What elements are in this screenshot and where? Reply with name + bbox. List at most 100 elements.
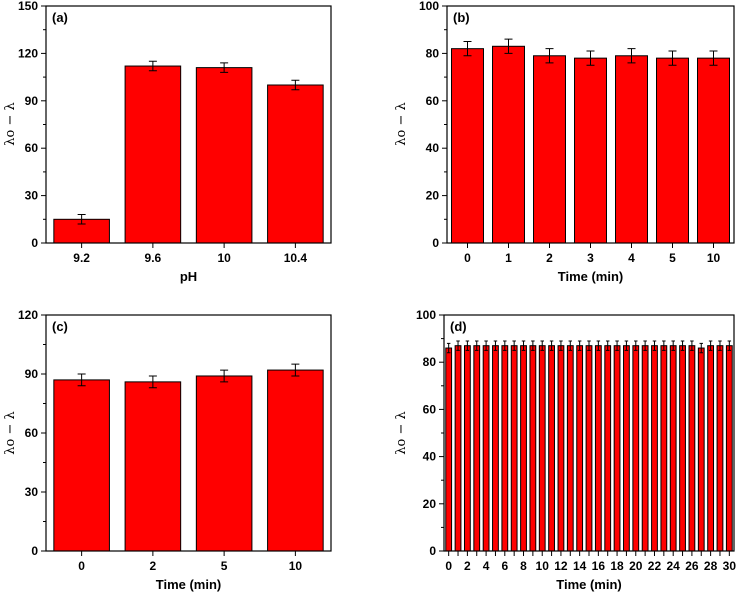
y-tick-label: 60 bbox=[25, 141, 39, 155]
chart-panel-a: 0 30 60 90 120 150 9.2 9.6 10 10.4 pH λo − λ (a) bbox=[3, 0, 332, 284]
bar bbox=[520, 345, 527, 552]
x-tick-label: 28 bbox=[704, 559, 718, 573]
x-tick-label: 4 bbox=[483, 559, 490, 573]
error-bar bbox=[504, 38, 513, 54]
chart-panel-c: 0 30 60 90 120 0 2 5 10 Time (min) λo − λ (c) bbox=[3, 308, 332, 592]
x-tick-label: 18 bbox=[610, 559, 624, 573]
bar bbox=[576, 345, 584, 552]
panel-label: (a) bbox=[52, 10, 68, 25]
bar bbox=[566, 345, 574, 552]
x-tick-label: 2 bbox=[150, 559, 157, 573]
bar bbox=[707, 345, 715, 552]
y-tick-label: 120 bbox=[18, 46, 38, 60]
error-bar bbox=[484, 340, 488, 351]
bar bbox=[510, 345, 518, 552]
error-bar bbox=[291, 79, 300, 91]
error-bar bbox=[662, 340, 666, 351]
bar bbox=[651, 345, 658, 552]
bar bbox=[533, 55, 566, 244]
x-axis-title: pH bbox=[180, 269, 197, 284]
x-axis-title: Time (min) bbox=[556, 577, 622, 592]
error-bar bbox=[577, 340, 582, 351]
error-bar bbox=[220, 369, 229, 383]
y-tick-label: 30 bbox=[25, 189, 39, 203]
x-tick-label: 9.6 bbox=[145, 251, 162, 265]
x-tick-label: 10 bbox=[707, 251, 721, 265]
error-bar bbox=[668, 50, 677, 66]
bar bbox=[53, 379, 110, 552]
bar bbox=[267, 369, 324, 552]
bar bbox=[679, 345, 686, 552]
error-bar bbox=[148, 60, 157, 72]
error-bar bbox=[475, 340, 479, 351]
error-bar bbox=[605, 340, 610, 351]
bar bbox=[492, 345, 499, 552]
error-bar bbox=[77, 373, 86, 387]
panel-label: (d) bbox=[450, 319, 467, 334]
panel-label: (c) bbox=[52, 319, 68, 334]
x-tick-label: 10 bbox=[289, 559, 303, 573]
y-axis-title: λo − λ bbox=[394, 102, 409, 145]
x-tick-label: 0 bbox=[78, 559, 85, 573]
y-tick-label: 40 bbox=[426, 141, 440, 155]
y-tick-label: 60 bbox=[426, 94, 440, 108]
bar bbox=[669, 345, 677, 552]
bar bbox=[660, 345, 668, 552]
bar bbox=[623, 345, 630, 552]
bar bbox=[697, 57, 730, 244]
x-tick-label: 4 bbox=[628, 251, 635, 265]
x-tick-label: 2 bbox=[464, 559, 471, 573]
y-tick-label: 0 bbox=[31, 544, 38, 558]
bar bbox=[529, 345, 537, 552]
bar bbox=[641, 345, 649, 552]
bar bbox=[195, 375, 253, 552]
x-tick-label: 22 bbox=[648, 559, 662, 573]
bar bbox=[594, 345, 602, 552]
bar bbox=[482, 345, 490, 552]
x-tick-label: 16 bbox=[592, 559, 606, 573]
bar bbox=[688, 345, 696, 552]
error-bar bbox=[727, 340, 732, 351]
y-tick-label: 30 bbox=[25, 485, 39, 499]
y-tick-label: 40 bbox=[423, 450, 437, 464]
panel-label: (b) bbox=[453, 10, 470, 25]
bar bbox=[548, 345, 555, 552]
bar bbox=[195, 67, 253, 244]
y-tick-label: 60 bbox=[423, 402, 437, 416]
error-bar bbox=[531, 340, 535, 351]
error-bar bbox=[624, 340, 629, 351]
y-tick-label: 0 bbox=[432, 236, 439, 250]
x-tick-label: 5 bbox=[669, 251, 676, 265]
x-tick-label: 10.4 bbox=[284, 251, 308, 265]
error-bar bbox=[545, 48, 554, 64]
error-bar bbox=[77, 214, 86, 225]
y-axis-title: λo − λ bbox=[3, 411, 18, 454]
error-bar bbox=[709, 50, 718, 66]
error-bar bbox=[503, 340, 507, 351]
y-tick-label: 150 bbox=[18, 0, 38, 13]
x-tick-label: 6 bbox=[501, 559, 508, 573]
error-bar bbox=[549, 340, 554, 351]
y-axis-title: λo − λ bbox=[394, 411, 409, 454]
bar bbox=[124, 381, 182, 552]
y-tick-label: 0 bbox=[31, 236, 38, 250]
bar bbox=[656, 57, 689, 244]
x-tick-label: 8 bbox=[520, 559, 527, 573]
y-tick-label: 80 bbox=[423, 355, 437, 369]
x-tick-label: 3 bbox=[587, 251, 594, 265]
bar bbox=[473, 345, 481, 552]
error-bar bbox=[634, 340, 638, 351]
error-bar bbox=[465, 340, 470, 351]
bar bbox=[445, 347, 453, 552]
bar bbox=[697, 347, 705, 552]
x-tick-label: 0 bbox=[464, 251, 471, 265]
bar bbox=[124, 65, 182, 244]
error-bar bbox=[680, 340, 685, 351]
y-tick-label: 90 bbox=[25, 367, 39, 381]
x-tick-label: 1 bbox=[505, 251, 512, 265]
bar bbox=[716, 345, 724, 552]
error-bar bbox=[586, 50, 595, 66]
error-bar bbox=[446, 342, 451, 354]
